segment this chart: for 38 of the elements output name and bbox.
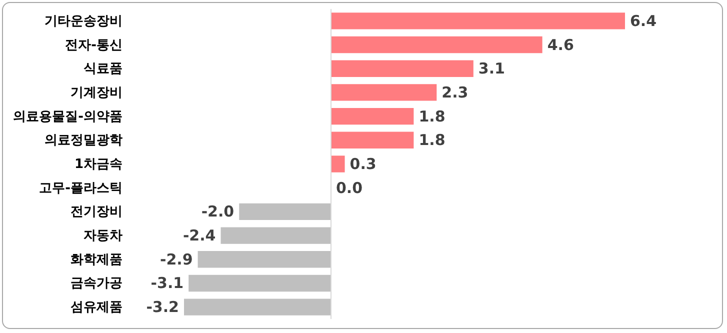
- y-tick-label: 화학제품: [70, 252, 122, 268]
- data-label: 2.3: [442, 83, 468, 102]
- data-label: -2.9: [160, 250, 193, 268]
- y-tick-label: 전기장비: [70, 204, 122, 220]
- data-label: -3.2: [146, 298, 179, 316]
- bar: [331, 132, 414, 148]
- y-tick-label: 금속가공: [70, 276, 122, 292]
- bar: [239, 203, 331, 220]
- y-tick-label: 기타운송장비: [44, 14, 122, 29]
- data-label: 3.1: [478, 60, 505, 78]
- bar: [331, 36, 542, 54]
- y-tick-label: 전자-통신: [65, 38, 122, 53]
- y-tick-label: 1차금속: [74, 157, 122, 172]
- data-label: 0.0: [336, 178, 363, 197]
- data-label: -2.4: [182, 226, 216, 245]
- data-label: -2.0: [201, 202, 234, 221]
- y-tick-label: 의료정밀광학: [44, 133, 122, 148]
- bar: [331, 84, 437, 101]
- bar: [220, 227, 331, 244]
- bar: [184, 298, 331, 316]
- bar: [331, 108, 414, 125]
- y-tick-label: 자동차: [84, 228, 122, 244]
- y-tick-label: 기계장비: [70, 85, 122, 100]
- bar: [331, 12, 625, 30]
- data-label: 1.8: [418, 107, 446, 126]
- data-label: 6.4: [630, 12, 657, 30]
- bar: [198, 251, 331, 268]
- data-label: -3.1: [150, 274, 184, 292]
- y-tick-label: 의료용물질-의약품: [13, 109, 122, 124]
- y-tick-label: 고무-플라스틱: [39, 180, 122, 196]
- data-label: 0.3: [350, 155, 376, 173]
- data-label: 4.6: [547, 36, 574, 54]
- y-tick-label: 섬유제품: [70, 300, 122, 316]
- data-label: 1.8: [418, 131, 446, 150]
- bar: [331, 156, 345, 172]
- bar: [188, 274, 331, 292]
- y-tick-label: 식료품: [84, 62, 122, 77]
- bar: [331, 60, 474, 77]
